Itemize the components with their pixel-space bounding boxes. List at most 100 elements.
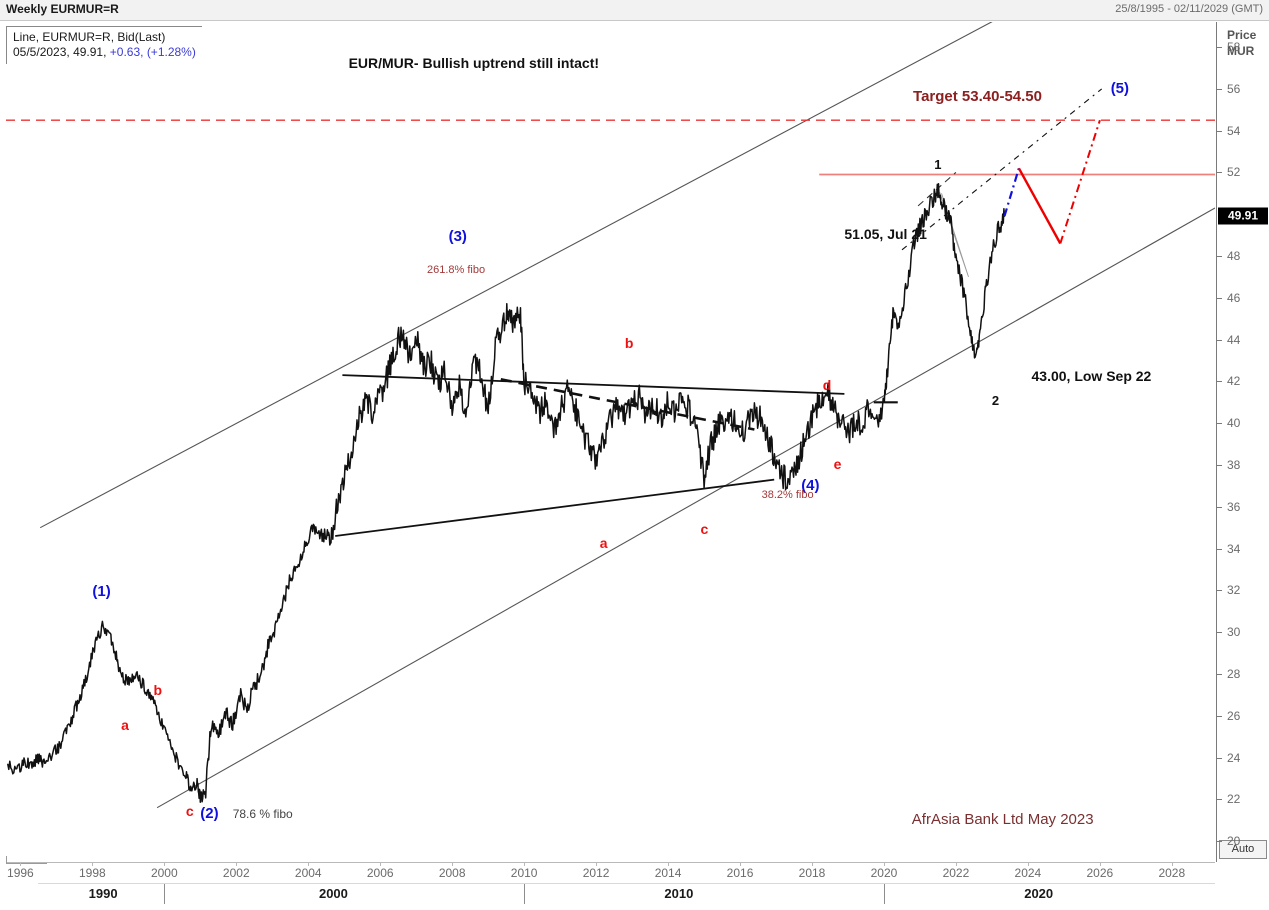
legend-quote-line: 05/5/2023, 49.91, +0.63, (+1.28%) [13,45,196,60]
price-tick [1217,506,1222,508]
decade-band [38,883,165,884]
subwave-label-2: 2 [991,393,1000,409]
target-label: Target 53.40-54.50 [913,88,1042,106]
date-tick-label: 2008 [438,866,466,880]
wave-label-c-cycle1: c [185,802,194,819]
wave-label-a-cycle1: a [121,717,129,734]
price-axis-header-line1: Price [1227,28,1257,42]
date-tick-label: 2000 [150,866,178,880]
price-tick-label: 42 [1227,374,1241,389]
date-tick-label: 1996 [7,866,34,880]
price-tick [1217,799,1222,801]
triangle-lower-line [335,478,775,537]
fibo-786-label: 78.6 % fibo [232,807,293,821]
price-tick [1217,757,1222,759]
forecast-wave-3 [1059,119,1101,244]
author-credit: AfrAsia Bank Ltd May 2023 [911,811,1094,829]
price-tick [1217,590,1222,592]
price-tick-label: 20 [1227,834,1241,849]
price-tick [1217,381,1222,383]
price-markers [873,401,898,404]
decade-separator [883,884,885,904]
chart-headline: EUR/MUR- Bullish uptrend still intact! [348,54,600,71]
price-tick-label: 56 [1227,81,1241,96]
wave-label-b-cycle1: b [153,681,163,698]
date-tick [164,862,166,866]
wave-label-2: (2) [200,804,219,822]
date-tick [452,862,454,866]
forecast-wave-1 [1003,167,1020,217]
price-tick [1217,464,1222,466]
date-range-label: 25/8/1995 - 02/11/2029 (GMT) [1115,3,1263,15]
legend-series-line: Line, EURMUR=R, Bid(Last) [13,30,166,44]
price-tick [1217,256,1222,258]
wave-label-c-cycle2: c [700,520,709,537]
price-line [7,182,1006,803]
price-tick [1217,673,1222,675]
price-tick-label: 48 [1227,249,1241,264]
trend-channel [39,22,1215,809]
date-tick-label: 2014 [654,866,682,880]
date-tick [524,862,526,866]
legend-date: 05/5/2023, [13,45,70,59]
channel-lower-line [156,207,1215,809]
price-tick-label: 38 [1227,457,1241,472]
date-tick [740,862,742,866]
price-tick [1217,88,1222,90]
price-tick [1217,632,1222,634]
price-tick [1217,339,1222,341]
decade-label: 2010 [664,886,694,901]
price-tick [1217,841,1222,843]
expanding-triangle [335,374,845,537]
date-tick [1171,862,1173,866]
date-tick-label: 2006 [366,866,394,880]
wave-label-1: (1) [92,583,111,601]
wave-label-b-cycle2: b [624,334,634,351]
price-tick-label: 44 [1227,332,1241,347]
date-tick [955,862,957,866]
channel-upper-line [39,22,993,529]
date-tick-label: 2028 [1158,866,1186,880]
wave-label-3: (3) [448,228,467,246]
price-tick [1217,715,1222,717]
date-tick [92,862,94,866]
fibo-261-label: 261.8% fibo [427,263,486,276]
date-tick [308,862,310,866]
date-tick-label: 1998 [78,866,106,880]
date-tick [1027,862,1029,866]
price-tick-label: 58 [1227,40,1241,55]
date-axis[interactable]: 1996 1998 2000 2002 2004 2006 2008 2010 2012 2014… [6,856,1215,910]
date-tick-label: 2022 [942,866,970,880]
chart-legend: Line, EURMUR=R, Bid(Last) 05/5/2023, 49.… [6,26,202,64]
date-tick-label: 2024 [1014,866,1042,880]
date-tick-label: 2004 [294,866,322,880]
wave-label-4: (4) [801,476,820,494]
date-tick-label: 2016 [726,866,754,880]
sub-wave-guides [901,88,1103,278]
swing-high-label: 51.05, Jul 21 [844,226,927,243]
reference-lines [6,119,1215,176]
price-tick [1217,548,1222,550]
date-tick-label: 2020 [870,866,898,880]
price-tick [1217,130,1222,132]
auto-scale-button[interactable]: Auto [1219,840,1267,859]
price-axis[interactable]: Price MUR 49.91 Auto 58 56 54 52 48 46 44 42 40 3… [1216,22,1269,862]
triangle-upper-line [342,374,845,395]
forecast-wave-2 [1017,167,1062,245]
chart-plot-area[interactable]: EUR/MUR- Bullish uptrend still intact! T… [6,22,1215,862]
date-tick [380,862,382,866]
legend-last-price: 49.91, [73,45,107,59]
title-bar: Weekly EURMUR=R 25/8/1995 - 02/11/2029 (… [0,0,1269,21]
price-tick [1217,47,1222,49]
date-tick [596,862,598,866]
price-tick-label: 26 [1227,708,1241,723]
price-tick-label: 30 [1227,625,1241,640]
price-chart-svg [6,22,1215,809]
legend-change: +0.63, (+1.28%) [109,45,196,59]
date-tick [20,862,22,866]
date-tick [236,862,238,866]
price-tick-label: 34 [1227,541,1241,556]
price-tick-label: 24 [1227,750,1241,765]
decade-band [883,883,1215,884]
date-axis-line [6,862,1215,863]
